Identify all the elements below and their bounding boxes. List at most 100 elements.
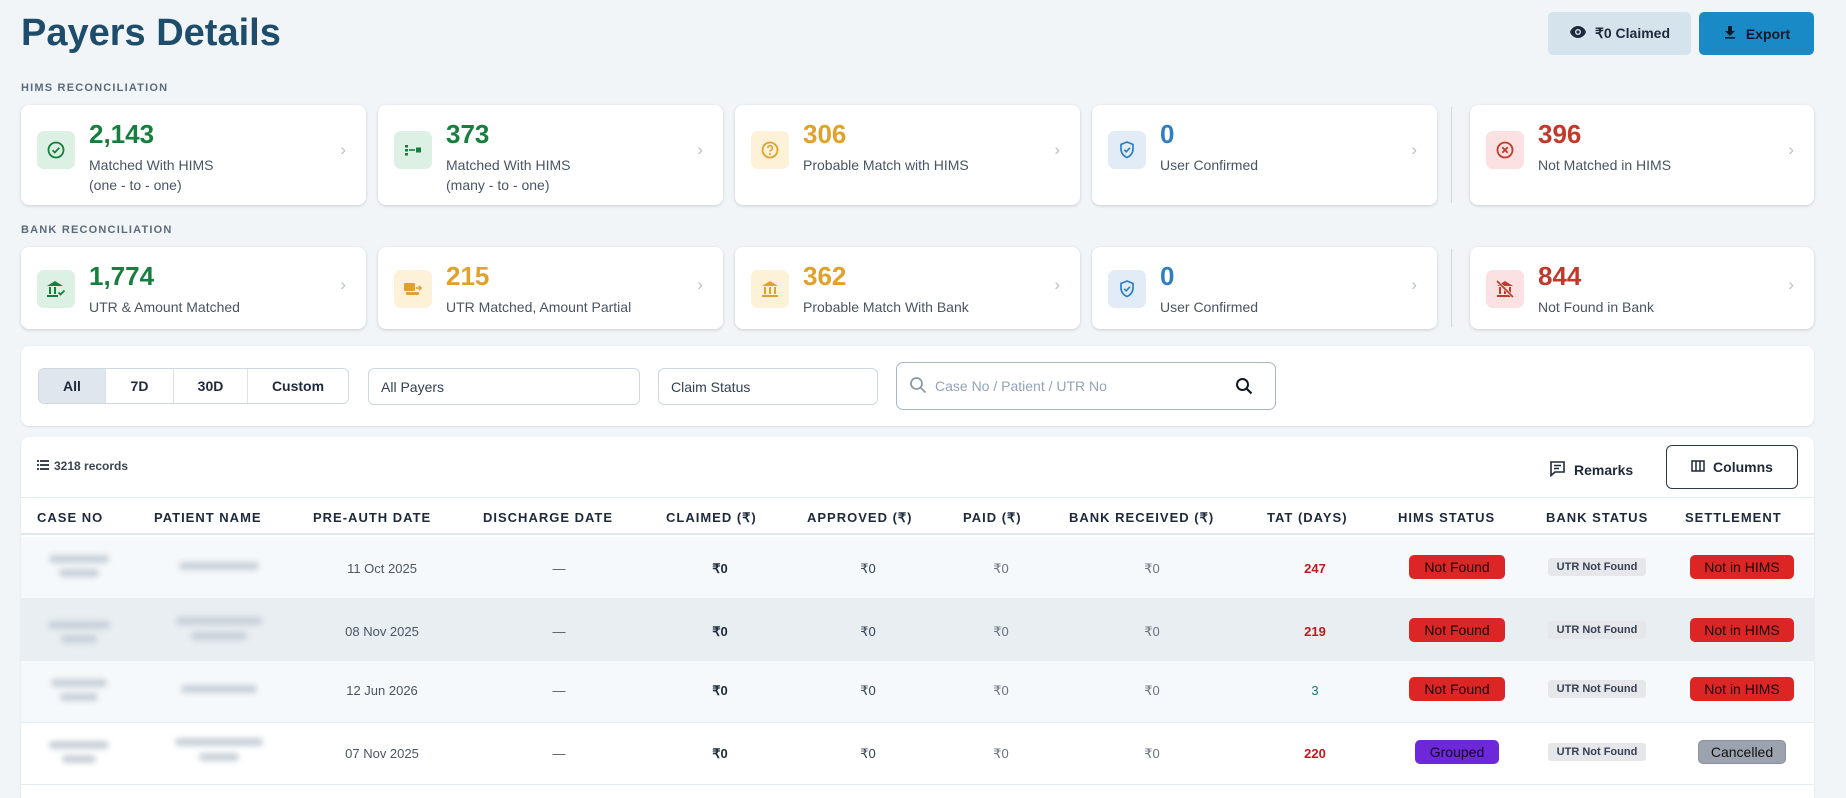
- redacted-patient-name: [181, 685, 257, 693]
- payment-partial-icon: [394, 270, 432, 308]
- table-row[interactable]: 12 Jun 2026 — ₹0 ₹0 ₹0 ₹0 3 Not Found UT…: [21, 661, 1814, 723]
- hims-card-user-confirmed[interactable]: 0 User Confirmed ›: [1092, 105, 1437, 205]
- page-title: Payers Details: [21, 12, 281, 54]
- columns-button[interactable]: Columns: [1666, 445, 1798, 489]
- period-30d-button[interactable]: 30D: [174, 369, 248, 403]
- card-label: UTR & Amount Matched: [89, 299, 240, 315]
- paid-amount: ₹0: [993, 561, 1009, 576]
- redacted-case-no: [61, 635, 97, 643]
- preauth-date: 07 Nov 2025: [345, 746, 419, 761]
- card-label: User Confirmed: [1160, 299, 1259, 315]
- settlement-badge: Cancelled: [1698, 740, 1786, 764]
- check-circle-icon: [37, 131, 75, 169]
- columns-icon: [1691, 459, 1705, 475]
- column-header[interactable]: PAID (₹): [963, 510, 1022, 525]
- approved-amount: ₹0: [860, 624, 876, 639]
- hims-card-many-to-one[interactable]: 373 Matched With HIMS (many - to - one) ›: [378, 105, 723, 205]
- table-row[interactable]: 07 Nov 2025 — ₹0 ₹0 ₹0 ₹0 220 Grouped UT…: [21, 723, 1814, 785]
- claimed-label: ₹0 Claimed: [1594, 25, 1671, 41]
- chevron-right-icon: ›: [1054, 275, 1060, 294]
- bank-card-utr-amount-matched[interactable]: 1,774 UTR & Amount Matched ›: [21, 247, 366, 329]
- period-all-button[interactable]: All: [39, 369, 106, 403]
- tat-days: 247: [1304, 561, 1326, 576]
- card-label: Probable Match With Bank: [803, 299, 969, 315]
- hims-status-badge: Not Found: [1409, 618, 1505, 642]
- redacted-patient-name: [176, 617, 262, 625]
- approved-amount: ₹0: [860, 561, 876, 576]
- bank-section-label: BANK RECONCILIATION: [21, 224, 173, 236]
- tat-days: 219: [1304, 624, 1326, 639]
- preauth-date: 12 Jun 2026: [346, 683, 418, 698]
- remarks-button[interactable]: Remarks: [1549, 453, 1633, 487]
- shield-check-icon: [1108, 131, 1146, 169]
- many-to-one-icon: [394, 131, 432, 169]
- period-custom-button[interactable]: Custom: [248, 369, 348, 403]
- claim-status-select[interactable]: Claim Status: [658, 368, 878, 405]
- hims-card-one-to-one[interactable]: 2,143 Matched With HIMS (one - to - one) …: [21, 105, 366, 205]
- column-header[interactable]: BANK STATUS: [1546, 510, 1649, 525]
- bank-status-badge: UTR Not Found: [1548, 621, 1646, 639]
- hims-status-badge: Not Found: [1409, 677, 1505, 701]
- column-header[interactable]: TAT (DAYS): [1267, 510, 1348, 525]
- bank-off-icon: [1486, 270, 1524, 308]
- bank-card-user-confirmed[interactable]: 0 User Confirmed ›: [1092, 247, 1437, 329]
- bank-status-badge: UTR Not Found: [1548, 743, 1646, 761]
- card-value: 1,774: [89, 261, 155, 291]
- tat-days: 3: [1311, 683, 1319, 698]
- column-header[interactable]: CLAIMED (₹): [666, 510, 757, 525]
- card-value: 396: [1538, 119, 1582, 149]
- redacted-case-no: [48, 621, 110, 629]
- question-circle-icon: [751, 131, 789, 169]
- column-header[interactable]: SETTLEMENT: [1685, 510, 1782, 525]
- export-button[interactable]: Export: [1699, 12, 1814, 55]
- comment-icon: [1549, 460, 1566, 480]
- redacted-patient-name: [175, 738, 263, 746]
- card-divider: [1451, 249, 1452, 327]
- records-label: 3218 records: [54, 459, 129, 473]
- paid-amount: ₹0: [993, 683, 1009, 698]
- settlement-badge: Not in HIMS: [1690, 618, 1794, 642]
- table-row[interactable]: 11 Oct 2025 — ₹0 ₹0 ₹0 ₹0 247 Not Found …: [21, 537, 1814, 599]
- table-row[interactable]: 08 Nov 2025 — ₹0 ₹0 ₹0 ₹0 219 Not Found …: [21, 599, 1814, 661]
- period-segmented-control: All 7D 30D Custom: [38, 368, 349, 404]
- hims-status-badge: Grouped: [1415, 740, 1499, 764]
- column-header[interactable]: PRE-AUTH DATE: [313, 510, 432, 525]
- claims-table-panel: 3218 records Remarks Columns CASE NO PAT…: [21, 437, 1814, 798]
- remarks-label: Remarks: [1574, 462, 1634, 478]
- column-header[interactable]: APPROVED (₹): [807, 510, 913, 525]
- column-header[interactable]: PATIENT NAME: [154, 510, 262, 525]
- claimed-toggle-button[interactable]: ₹0 Claimed: [1548, 12, 1691, 55]
- chevron-right-icon: ›: [697, 140, 703, 159]
- settlement-badge: Not in HIMS: [1690, 555, 1794, 579]
- x-circle-icon: [1486, 131, 1524, 169]
- search-input[interactable]: [935, 371, 1235, 401]
- card-value: 844: [1538, 261, 1582, 291]
- chevron-right-icon: ›: [340, 275, 346, 294]
- redacted-case-no: [59, 569, 99, 577]
- column-header[interactable]: BANK RECEIVED (₹): [1069, 510, 1215, 525]
- column-header[interactable]: HIMS STATUS: [1398, 510, 1496, 525]
- column-header[interactable]: CASE NO: [37, 510, 104, 525]
- discharge-date: —: [552, 746, 566, 761]
- bank-card-not-found[interactable]: 844 Not Found in Bank ›: [1470, 247, 1814, 329]
- paid-amount: ₹0: [993, 746, 1009, 761]
- bank-card-utr-partial[interactable]: 215 UTR Matched, Amount Partial ›: [378, 247, 723, 329]
- card-value: 2,143: [89, 119, 155, 149]
- card-label: Probable Match with HIMS: [803, 157, 969, 173]
- bank-card-probable[interactable]: 362 Probable Match With Bank ›: [735, 247, 1080, 329]
- card-value: 306: [803, 119, 847, 149]
- hims-card-probable[interactable]: 306 Probable Match with HIMS ›: [735, 105, 1080, 205]
- card-value: 215: [446, 261, 490, 291]
- hims-status-badge: Not Found: [1409, 555, 1505, 579]
- chevron-right-icon: ›: [1411, 275, 1417, 294]
- hims-card-not-matched[interactable]: 396 Not Matched in HIMS ›: [1470, 105, 1814, 205]
- hims-section-label: HIMS RECONCILIATION: [21, 82, 169, 94]
- search-box: [896, 362, 1276, 410]
- download-icon: [1723, 25, 1737, 42]
- period-7d-button[interactable]: 7D: [106, 369, 174, 403]
- payer-select[interactable]: All Payers: [368, 368, 640, 405]
- column-header[interactable]: DISCHARGE DATE: [483, 510, 614, 525]
- claimed-amount: ₹0: [712, 624, 728, 639]
- chevron-right-icon: ›: [1788, 140, 1794, 159]
- search-submit-icon[interactable]: [1235, 377, 1253, 400]
